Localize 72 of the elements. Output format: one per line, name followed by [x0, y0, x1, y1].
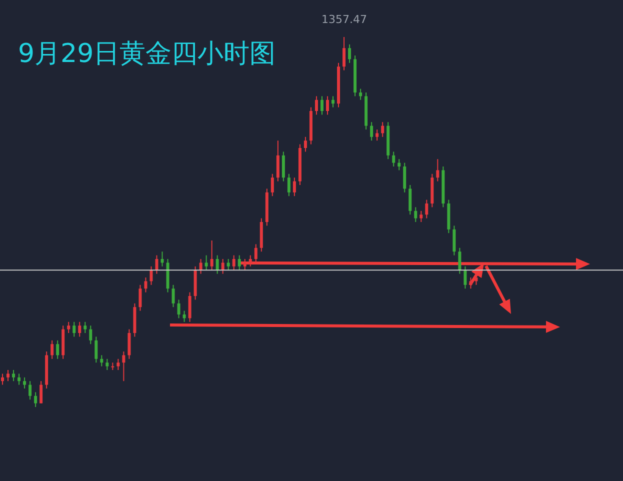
candlestick — [332, 96, 335, 108]
candlestick — [50, 340, 54, 360]
candlestick — [287, 173, 290, 197]
candlestick — [155, 254, 158, 274]
candlestick — [282, 151, 285, 182]
candlestick — [452, 225, 456, 256]
candlestick — [403, 162, 406, 193]
candlestick — [94, 336, 98, 364]
candlestick — [210, 240, 214, 271]
candlestick — [67, 321, 70, 334]
candlestick — [138, 284, 142, 312]
candlestick — [12, 370, 16, 382]
chart-title: 9月29日黄金四小时图 — [18, 38, 276, 71]
candlestick — [23, 376, 26, 389]
candlestick — [314, 96, 318, 116]
candlestick — [89, 325, 92, 345]
candlestick — [359, 88, 362, 100]
candlestick — [254, 244, 258, 264]
candlestick — [414, 206, 418, 222]
candlestick — [172, 284, 175, 308]
candlestick — [216, 254, 219, 274]
candlestick — [381, 122, 384, 138]
candlestick — [106, 358, 109, 370]
candlestick — [326, 96, 329, 116]
candlestick — [276, 140, 280, 182]
candlestick — [270, 173, 274, 197]
candlestick — [160, 251, 164, 267]
candlestick — [1, 373, 4, 386]
candlestick — [40, 380, 43, 404]
candlestick — [342, 37, 346, 71]
candlestick — [122, 351, 126, 382]
candlestick — [458, 247, 462, 274]
candlestick — [420, 210, 423, 222]
candlestick — [232, 254, 236, 271]
candlestick — [199, 258, 202, 274]
candlestick — [221, 258, 224, 274]
candlestick — [6, 370, 10, 382]
candlestick — [34, 392, 38, 407]
candlestick — [188, 292, 192, 322]
candlestick — [226, 258, 230, 271]
candlestick — [144, 277, 148, 293]
candlestick — [348, 44, 352, 64]
candlestick — [84, 321, 87, 334]
candlestick — [204, 254, 208, 271]
candlestick — [28, 380, 32, 400]
candlestick — [376, 129, 379, 142]
candlestick — [238, 254, 241, 271]
candlestick — [248, 254, 252, 267]
candlestick — [469, 277, 472, 290]
candlestick — [243, 258, 246, 271]
candlestick — [292, 177, 296, 197]
candlestick — [78, 321, 82, 338]
candlestick — [56, 340, 60, 360]
candlestick — [177, 299, 180, 319]
candlestick — [182, 310, 186, 322]
candlestick — [436, 158, 440, 182]
candlestick — [320, 96, 324, 116]
candlestick — [116, 358, 120, 370]
candlestick — [304, 136, 307, 152]
candlestick — [408, 184, 412, 216]
text: 1357.47 — [322, 13, 368, 26]
candlestick — [398, 158, 401, 171]
candlestick — [425, 199, 428, 219]
candlestick — [474, 273, 478, 286]
candlestick — [392, 151, 396, 167]
candlestick — [370, 122, 374, 142]
candlestick — [100, 354, 104, 367]
candlestick — [128, 328, 131, 360]
candlestick — [18, 373, 21, 386]
candlestick — [464, 266, 467, 290]
candlestick — [150, 266, 153, 286]
candlestick — [72, 321, 76, 338]
